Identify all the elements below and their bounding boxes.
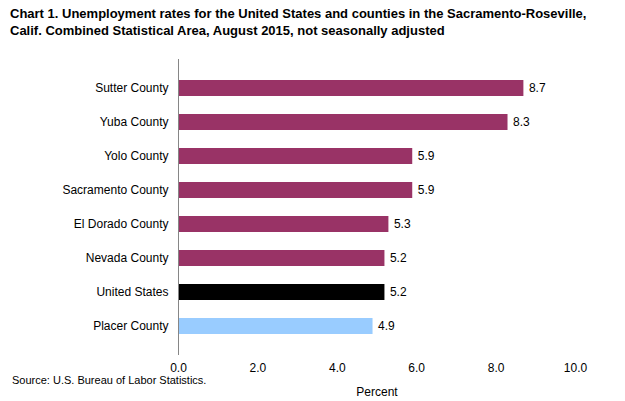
svg-text:United States: United States — [96, 285, 168, 299]
svg-text:8.7: 8.7 — [529, 81, 546, 95]
svg-text:5.3: 5.3 — [394, 217, 411, 231]
svg-text:10.0: 10.0 — [564, 361, 588, 375]
svg-text:Placer County: Placer County — [93, 319, 168, 333]
svg-text:Nevada County: Nevada County — [86, 251, 169, 265]
svg-text:4.9: 4.9 — [378, 319, 395, 333]
svg-text:Yuba County: Yuba County — [100, 115, 169, 129]
svg-text:Yolo County: Yolo County — [104, 149, 168, 163]
svg-text:Sutter County: Sutter County — [95, 81, 168, 95]
svg-text:Percent: Percent — [356, 385, 398, 399]
svg-text:Sacramento County: Sacramento County — [62, 183, 168, 197]
svg-text:4.0: 4.0 — [329, 361, 346, 375]
svg-text:8.3: 8.3 — [513, 115, 530, 129]
svg-text:2.0: 2.0 — [250, 361, 267, 375]
html-text:Source: U.S. Bureau of Labor S: Source: U.S. Bureau of Labor Statistics. — [12, 374, 207, 386]
svg-text:El Dorado County: El Dorado County — [74, 217, 169, 231]
svg-text:5.2: 5.2 — [390, 285, 407, 299]
html-text:Chart 1. Unemployment rates fo: Chart 1. Unemployment rates for the Unit… — [10, 6, 587, 38]
svg-text:5.9: 5.9 — [418, 183, 435, 197]
svg-text:6.0: 6.0 — [408, 361, 425, 375]
svg-text:0.0: 0.0 — [170, 361, 187, 375]
svg-text:5.9: 5.9 — [418, 149, 435, 163]
svg-text:5.2: 5.2 — [390, 251, 407, 265]
svg-text:8.0: 8.0 — [488, 361, 505, 375]
